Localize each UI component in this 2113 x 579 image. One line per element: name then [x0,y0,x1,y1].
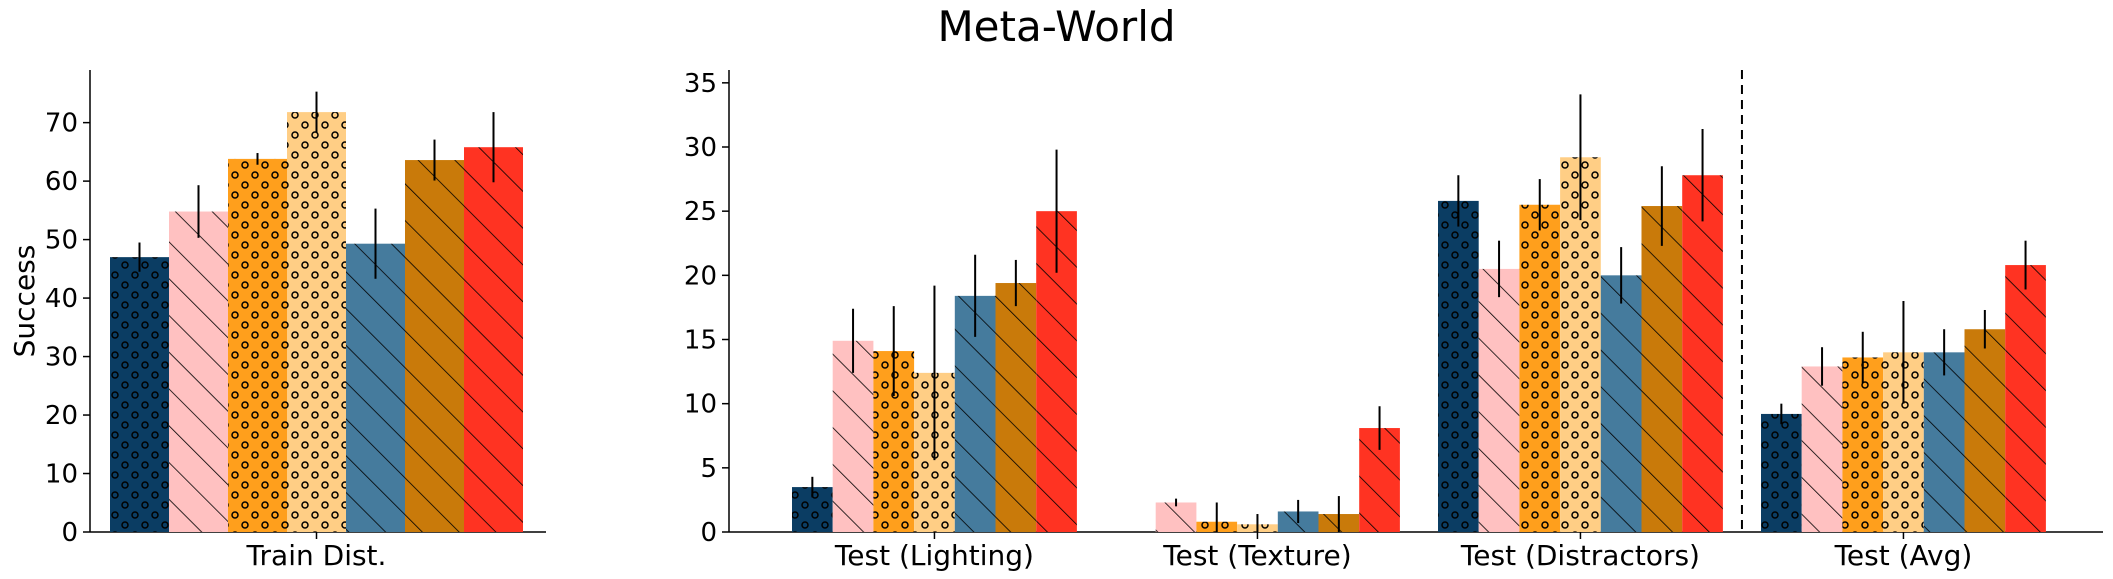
bar [405,160,464,532]
bar [1923,352,1965,532]
x-tick-label: Test (Avg) [1834,539,1973,572]
y-tick-label: 10 [684,390,717,420]
bar [1682,175,1723,532]
bar [2005,265,2046,532]
bar [1842,357,1884,532]
bar [228,158,287,532]
bar [287,112,346,533]
bar [110,257,169,532]
y-tick-label: 0 [61,518,78,548]
y-tick-label: 60 [45,167,78,197]
panel-test: 0 5 10 15 20 25 30 35 Test (Lighting) Test (Textu… [684,69,2103,572]
x-tick-label: Test (Lighting) [834,539,1034,572]
bar [995,283,1037,532]
y-tick-label: 30 [45,343,78,373]
y-tick-label: 20 [45,401,78,431]
x-tick-label: Train Dist. [246,539,387,572]
bar [1438,200,1479,532]
bar [1801,366,1843,532]
bar [1519,204,1561,532]
x-tick-label: Test (Texture) [1162,539,1351,572]
x-tick-label: Test (Distractors) [1460,539,1700,572]
panel-train: 0 10 20 30 40 50 60 70 Success Train Dist. [8,70,546,572]
bar [1155,502,1197,532]
bar [1600,275,1642,532]
bar [169,211,228,532]
y-tick-label: 20 [684,261,717,291]
y-tick-label: 35 [684,69,717,99]
bar [1761,413,1802,532]
bar [1478,268,1520,532]
y-tick-label: 0 [700,518,717,548]
bar [464,147,523,532]
y-tick-label: 70 [45,109,78,139]
y-tick-label: 5 [700,454,717,484]
bar [1641,206,1683,533]
bar [1964,329,2006,532]
y-axis-label: Success [8,245,41,358]
y-tick-label: 25 [684,197,717,227]
y-tick-label: 30 [684,133,717,163]
y-tick-label: 15 [684,326,717,356]
bar [346,243,405,533]
y-tick-label: 40 [45,284,78,314]
y-tick-label: 50 [45,226,78,256]
y-tick-label: 10 [45,460,78,490]
chart-title: Meta-World [937,2,1176,51]
